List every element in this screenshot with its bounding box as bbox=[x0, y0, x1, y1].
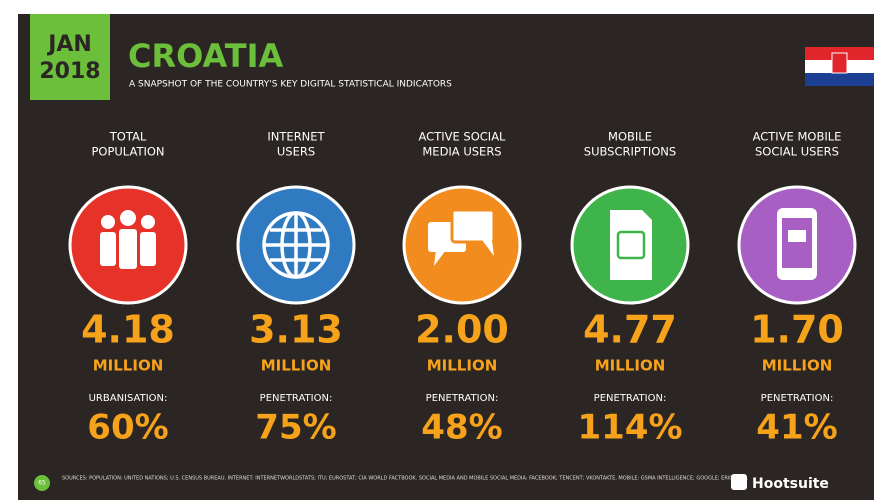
indicator-label: POPULATION bbox=[91, 145, 164, 159]
indicator-value: 4.77 bbox=[583, 308, 677, 352]
indicator-label: MOBILE bbox=[608, 130, 652, 144]
indicator-sub-label: PENETRATION: bbox=[594, 393, 667, 404]
indicator-value: 1.70 bbox=[750, 308, 844, 352]
indicator-label: SOCIAL USERS bbox=[755, 145, 839, 159]
title: CROATIA bbox=[128, 37, 283, 75]
brand-logo bbox=[731, 474, 747, 490]
indicator-unit: MILLION bbox=[595, 357, 666, 375]
indicator-value: 3.13 bbox=[249, 308, 343, 352]
indicator-value: 4.18 bbox=[81, 308, 175, 352]
sources: SOURCES: POPULATION: UNITED NATIONS; U.S… bbox=[62, 476, 749, 482]
indicator-sub-value: 60% bbox=[87, 408, 168, 448]
indicator-sub-label: PENETRATION: bbox=[426, 393, 499, 404]
indicator-label: ACTIVE MOBILE bbox=[753, 130, 842, 144]
indicator-sub-label: PENETRATION: bbox=[761, 393, 834, 404]
year: 2018 bbox=[39, 59, 100, 84]
indicator-unit: MILLION bbox=[427, 357, 498, 375]
page-badge bbox=[34, 475, 50, 491]
indicator-label: TOTAL bbox=[109, 130, 147, 144]
date-box bbox=[30, 14, 110, 100]
indicator-sub-value: 41% bbox=[756, 408, 837, 448]
indicator-value: 2.00 bbox=[415, 308, 509, 352]
subtitle: A SNAPSHOT OF THE COUNTRY'S KEY DIGITAL … bbox=[129, 80, 452, 90]
indicator-label: MEDIA USERS bbox=[422, 145, 501, 159]
indicator-unit: MILLION bbox=[762, 357, 833, 375]
icons bbox=[68, 185, 857, 305]
indicator-unit: MILLION bbox=[261, 357, 332, 375]
indicator-unit: MILLION bbox=[93, 357, 164, 375]
flag bbox=[805, 47, 874, 86]
indicator-label: USERS bbox=[277, 145, 315, 159]
indicator-sub-value: 75% bbox=[255, 408, 336, 448]
indicator-sub-value: 114% bbox=[577, 408, 682, 448]
page-number: 65 bbox=[38, 480, 46, 487]
indicator-sub-label: PENETRATION: bbox=[260, 393, 333, 404]
indicator-label: SUBSCRIPTIONS bbox=[584, 145, 676, 159]
indicator-label: ACTIVE SOCIAL bbox=[419, 130, 507, 144]
month: JAN bbox=[46, 32, 92, 57]
indicator-label: INTERNET bbox=[267, 130, 325, 144]
indicator-sub-label: URBANISATION: bbox=[89, 393, 168, 404]
brand: Hootsuite bbox=[752, 476, 829, 492]
indicator-sub-value: 48% bbox=[421, 408, 502, 448]
